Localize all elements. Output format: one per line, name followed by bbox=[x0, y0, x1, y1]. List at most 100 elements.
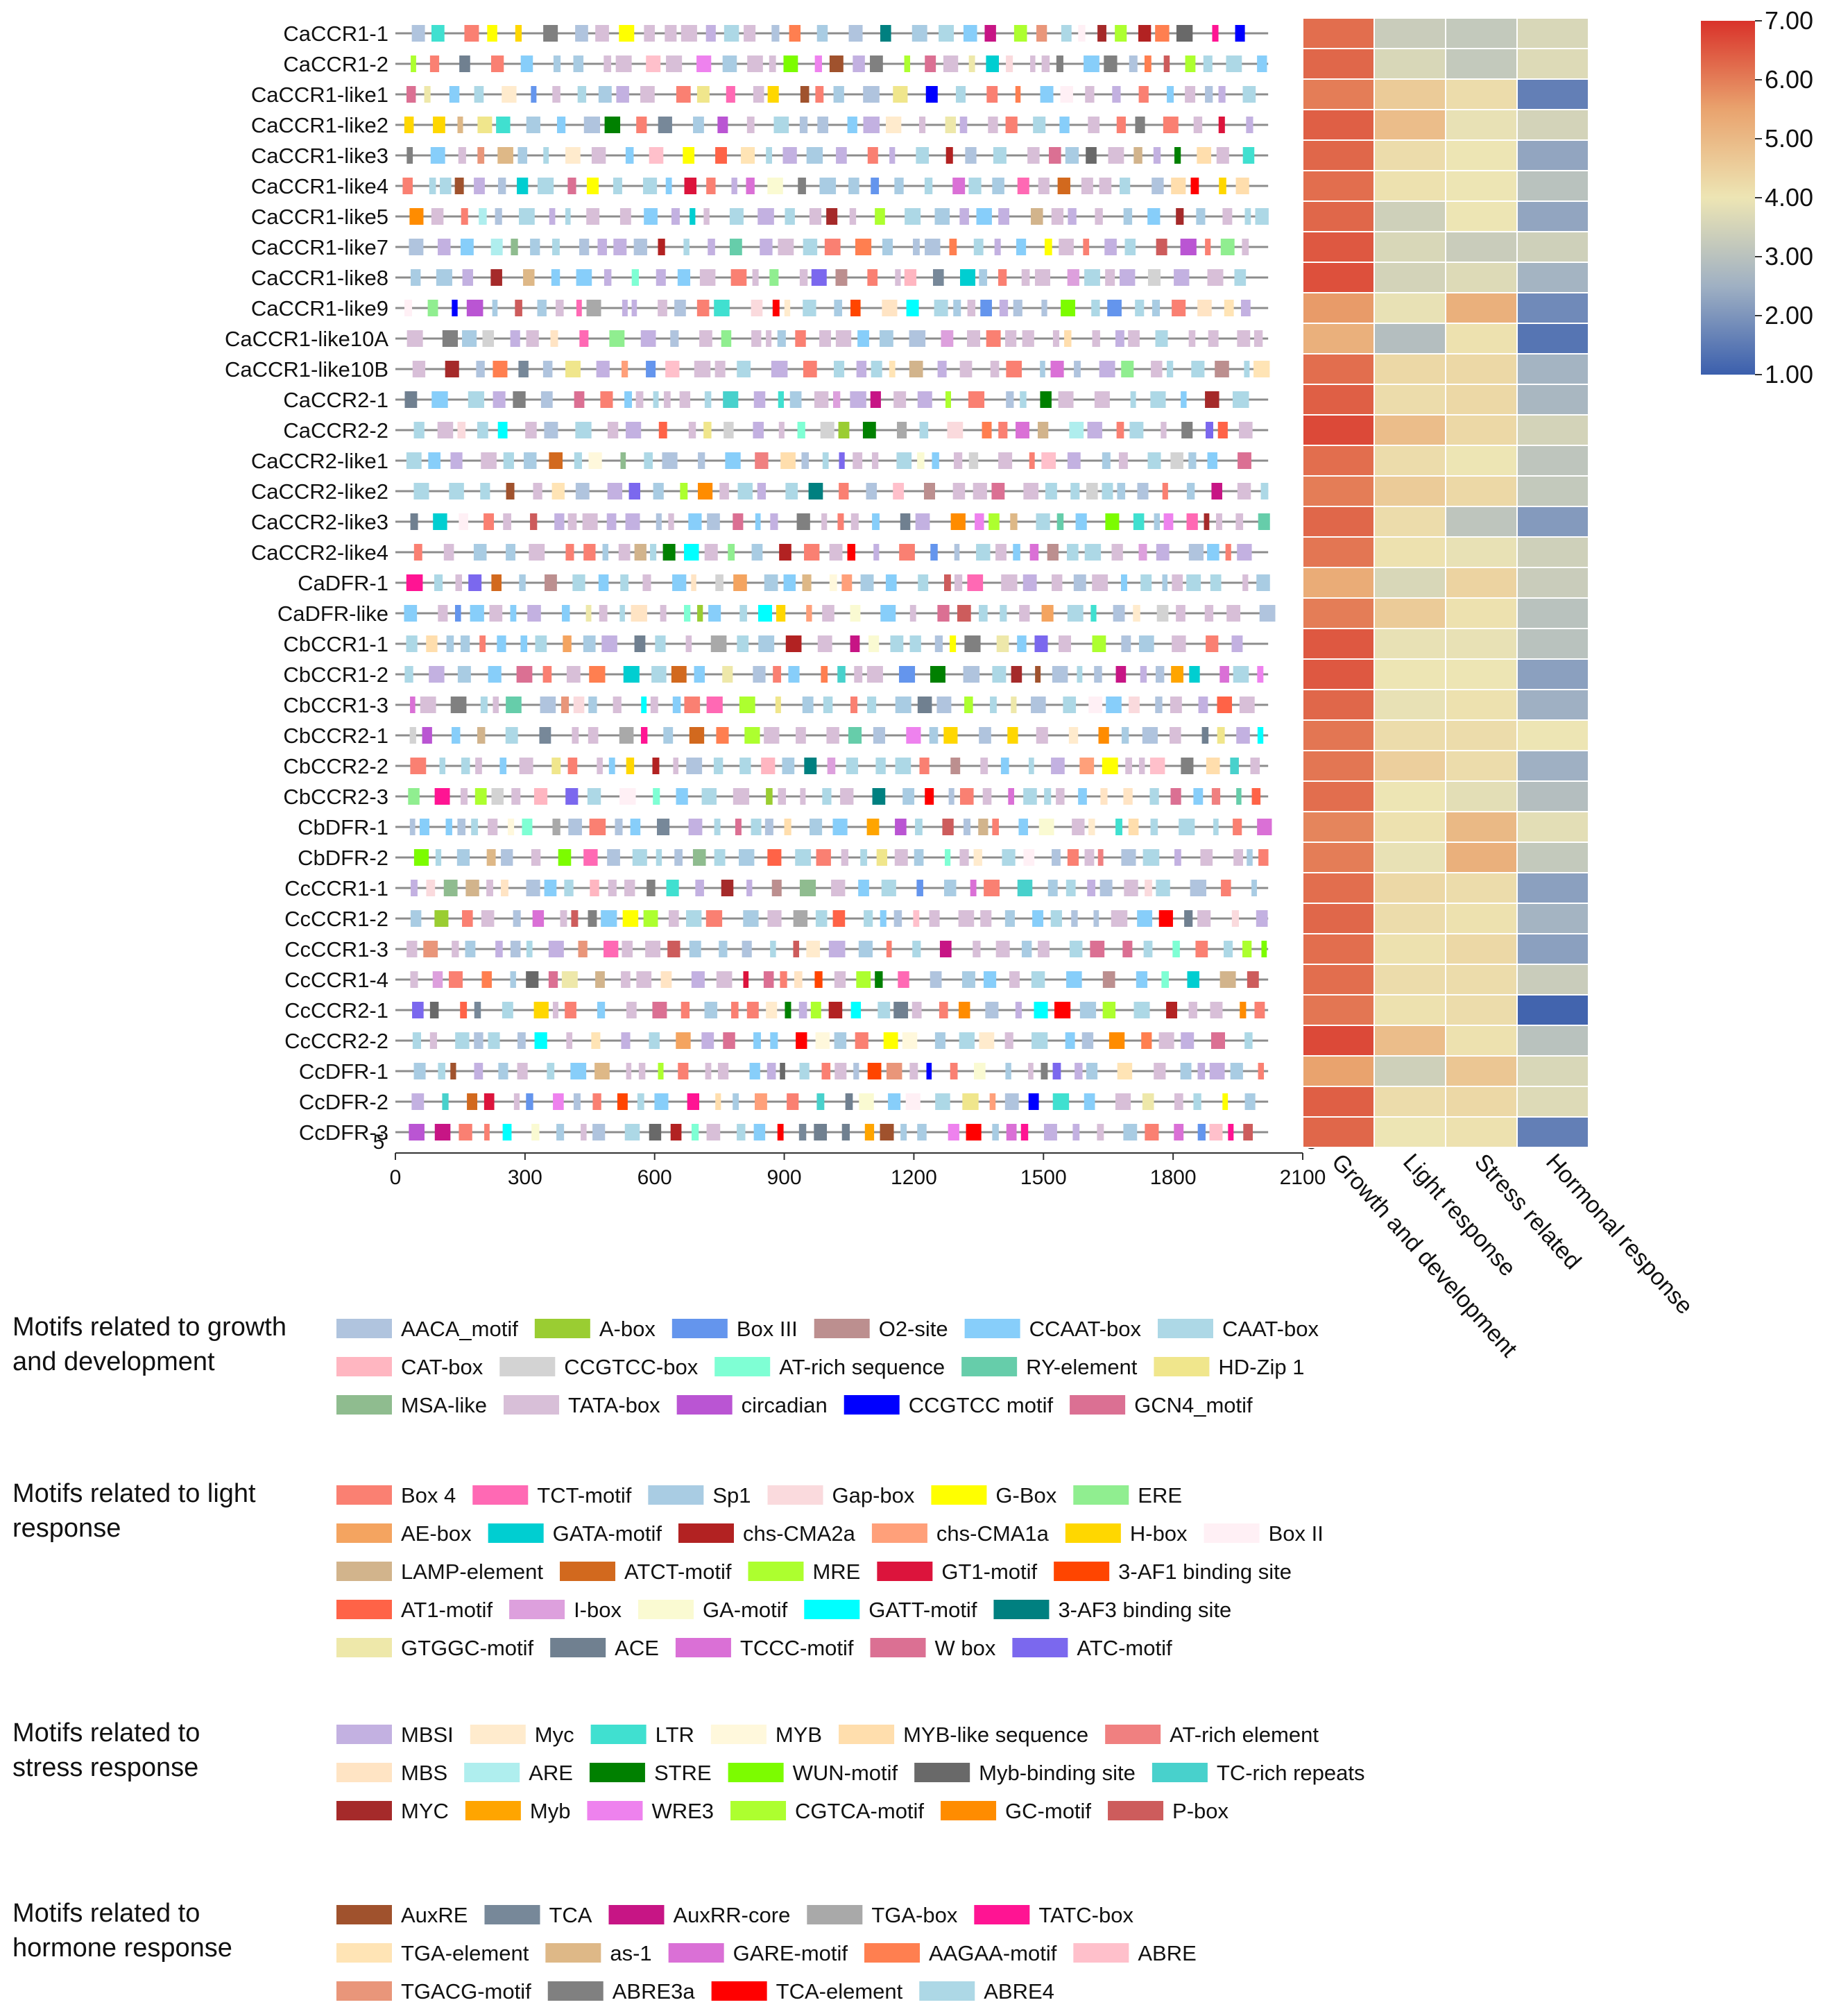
motif-box bbox=[779, 544, 791, 561]
heatmap-cell bbox=[1445, 719, 1518, 751]
heatmap-cell bbox=[1445, 597, 1518, 629]
motif-box bbox=[948, 1124, 959, 1141]
motif-box bbox=[1150, 391, 1166, 408]
motif-box bbox=[526, 880, 540, 896]
legend-swatch bbox=[807, 1905, 863, 1924]
legend-swatch bbox=[844, 1395, 900, 1415]
legend-item: O2-site bbox=[814, 1317, 948, 1341]
motif-box bbox=[878, 1002, 891, 1018]
motif-box bbox=[1022, 574, 1037, 591]
promoter-row: CbCCR1-3 bbox=[283, 693, 1269, 717]
heatmap-cell bbox=[1302, 109, 1375, 141]
motif-box bbox=[1216, 513, 1222, 530]
motif-box bbox=[857, 330, 869, 347]
legend-label: ERE bbox=[1138, 1483, 1182, 1507]
motif-box bbox=[1036, 25, 1047, 42]
motif-box bbox=[715, 147, 727, 164]
motif-box bbox=[815, 86, 824, 103]
motif-box bbox=[764, 574, 778, 591]
motif-box bbox=[778, 788, 787, 805]
motif-box bbox=[640, 86, 655, 103]
motif-box bbox=[683, 147, 695, 164]
heatmap-cell bbox=[1516, 109, 1589, 141]
motif-box bbox=[1180, 239, 1197, 255]
motif-box bbox=[954, 574, 963, 591]
motif-box bbox=[496, 117, 511, 133]
motif-box bbox=[1105, 513, 1120, 530]
motif-box bbox=[873, 544, 880, 561]
motif-box bbox=[510, 605, 517, 622]
motif-box bbox=[1170, 788, 1181, 805]
motif-box bbox=[613, 239, 627, 255]
motif-box bbox=[1155, 25, 1170, 42]
motif-box bbox=[666, 55, 683, 72]
motif-box bbox=[600, 391, 613, 408]
motif-box bbox=[1047, 880, 1058, 896]
motif-box bbox=[433, 513, 447, 530]
motif-box bbox=[683, 239, 690, 255]
motif-box bbox=[1121, 361, 1134, 377]
motif-box bbox=[1040, 86, 1054, 103]
motif-box bbox=[619, 788, 636, 805]
motif-box bbox=[1121, 849, 1136, 866]
motif-box bbox=[945, 391, 951, 408]
legend-item: MBSI bbox=[336, 1723, 454, 1747]
motif-box bbox=[617, 1093, 628, 1110]
heatmap-cell bbox=[1445, 323, 1518, 354]
gene-label: CbCCR2-3 bbox=[283, 785, 388, 809]
heatmap-cell bbox=[1302, 628, 1375, 660]
legend-label: TGA-element bbox=[401, 1941, 529, 1965]
motif-box bbox=[674, 849, 683, 866]
motif-box bbox=[1079, 1002, 1097, 1018]
motif-box bbox=[613, 697, 622, 713]
heatmap-cell bbox=[1516, 200, 1589, 232]
motif-box bbox=[445, 361, 459, 377]
motif-box bbox=[1201, 727, 1209, 744]
motif-box bbox=[741, 147, 755, 164]
motif-box bbox=[753, 1032, 761, 1049]
motif-box bbox=[476, 361, 485, 377]
motif-box bbox=[967, 574, 984, 591]
motif-box bbox=[976, 544, 991, 561]
motif-box bbox=[644, 452, 653, 469]
motif-box bbox=[431, 391, 448, 408]
heatmap-cell bbox=[1302, 292, 1375, 324]
motif-box bbox=[1235, 178, 1249, 194]
legend-label: circadian bbox=[742, 1393, 828, 1417]
motif-box bbox=[465, 941, 476, 957]
motif-box bbox=[691, 971, 705, 988]
heatmap-cell bbox=[1302, 231, 1375, 263]
motif-box bbox=[1156, 239, 1167, 255]
motif-box bbox=[680, 483, 688, 499]
motif-box bbox=[773, 666, 782, 683]
gene-label: CaCCR1-like3 bbox=[251, 144, 388, 168]
legend-label: A-box bbox=[599, 1317, 656, 1341]
motif-box bbox=[1257, 727, 1264, 744]
motif-box bbox=[411, 55, 416, 72]
motif-box bbox=[1123, 208, 1133, 225]
motif-box bbox=[703, 422, 712, 438]
motif-box bbox=[582, 513, 598, 530]
legend-swatch bbox=[336, 1357, 392, 1376]
motif-box bbox=[996, 635, 1009, 652]
motif-box bbox=[980, 300, 992, 316]
motif-box bbox=[1006, 361, 1022, 377]
motif-box bbox=[1145, 1124, 1159, 1141]
motif-box bbox=[1108, 1032, 1125, 1049]
motif-box bbox=[856, 361, 867, 377]
motif-box bbox=[752, 269, 759, 286]
motif-box bbox=[1041, 452, 1056, 469]
motif-box bbox=[828, 1002, 843, 1018]
motif-box bbox=[1253, 361, 1270, 377]
gene-label: CbCCR2-1 bbox=[283, 724, 388, 748]
motif-box bbox=[513, 1093, 520, 1110]
motif-box bbox=[631, 300, 637, 316]
motif-box bbox=[757, 483, 767, 499]
gene-label: CcDFR-2 bbox=[299, 1090, 388, 1114]
heatmap-cell bbox=[1373, 994, 1446, 1026]
motif-box bbox=[1116, 117, 1126, 133]
motif-box bbox=[973, 849, 982, 866]
promoter-row: CaDFR-like bbox=[277, 601, 1276, 626]
